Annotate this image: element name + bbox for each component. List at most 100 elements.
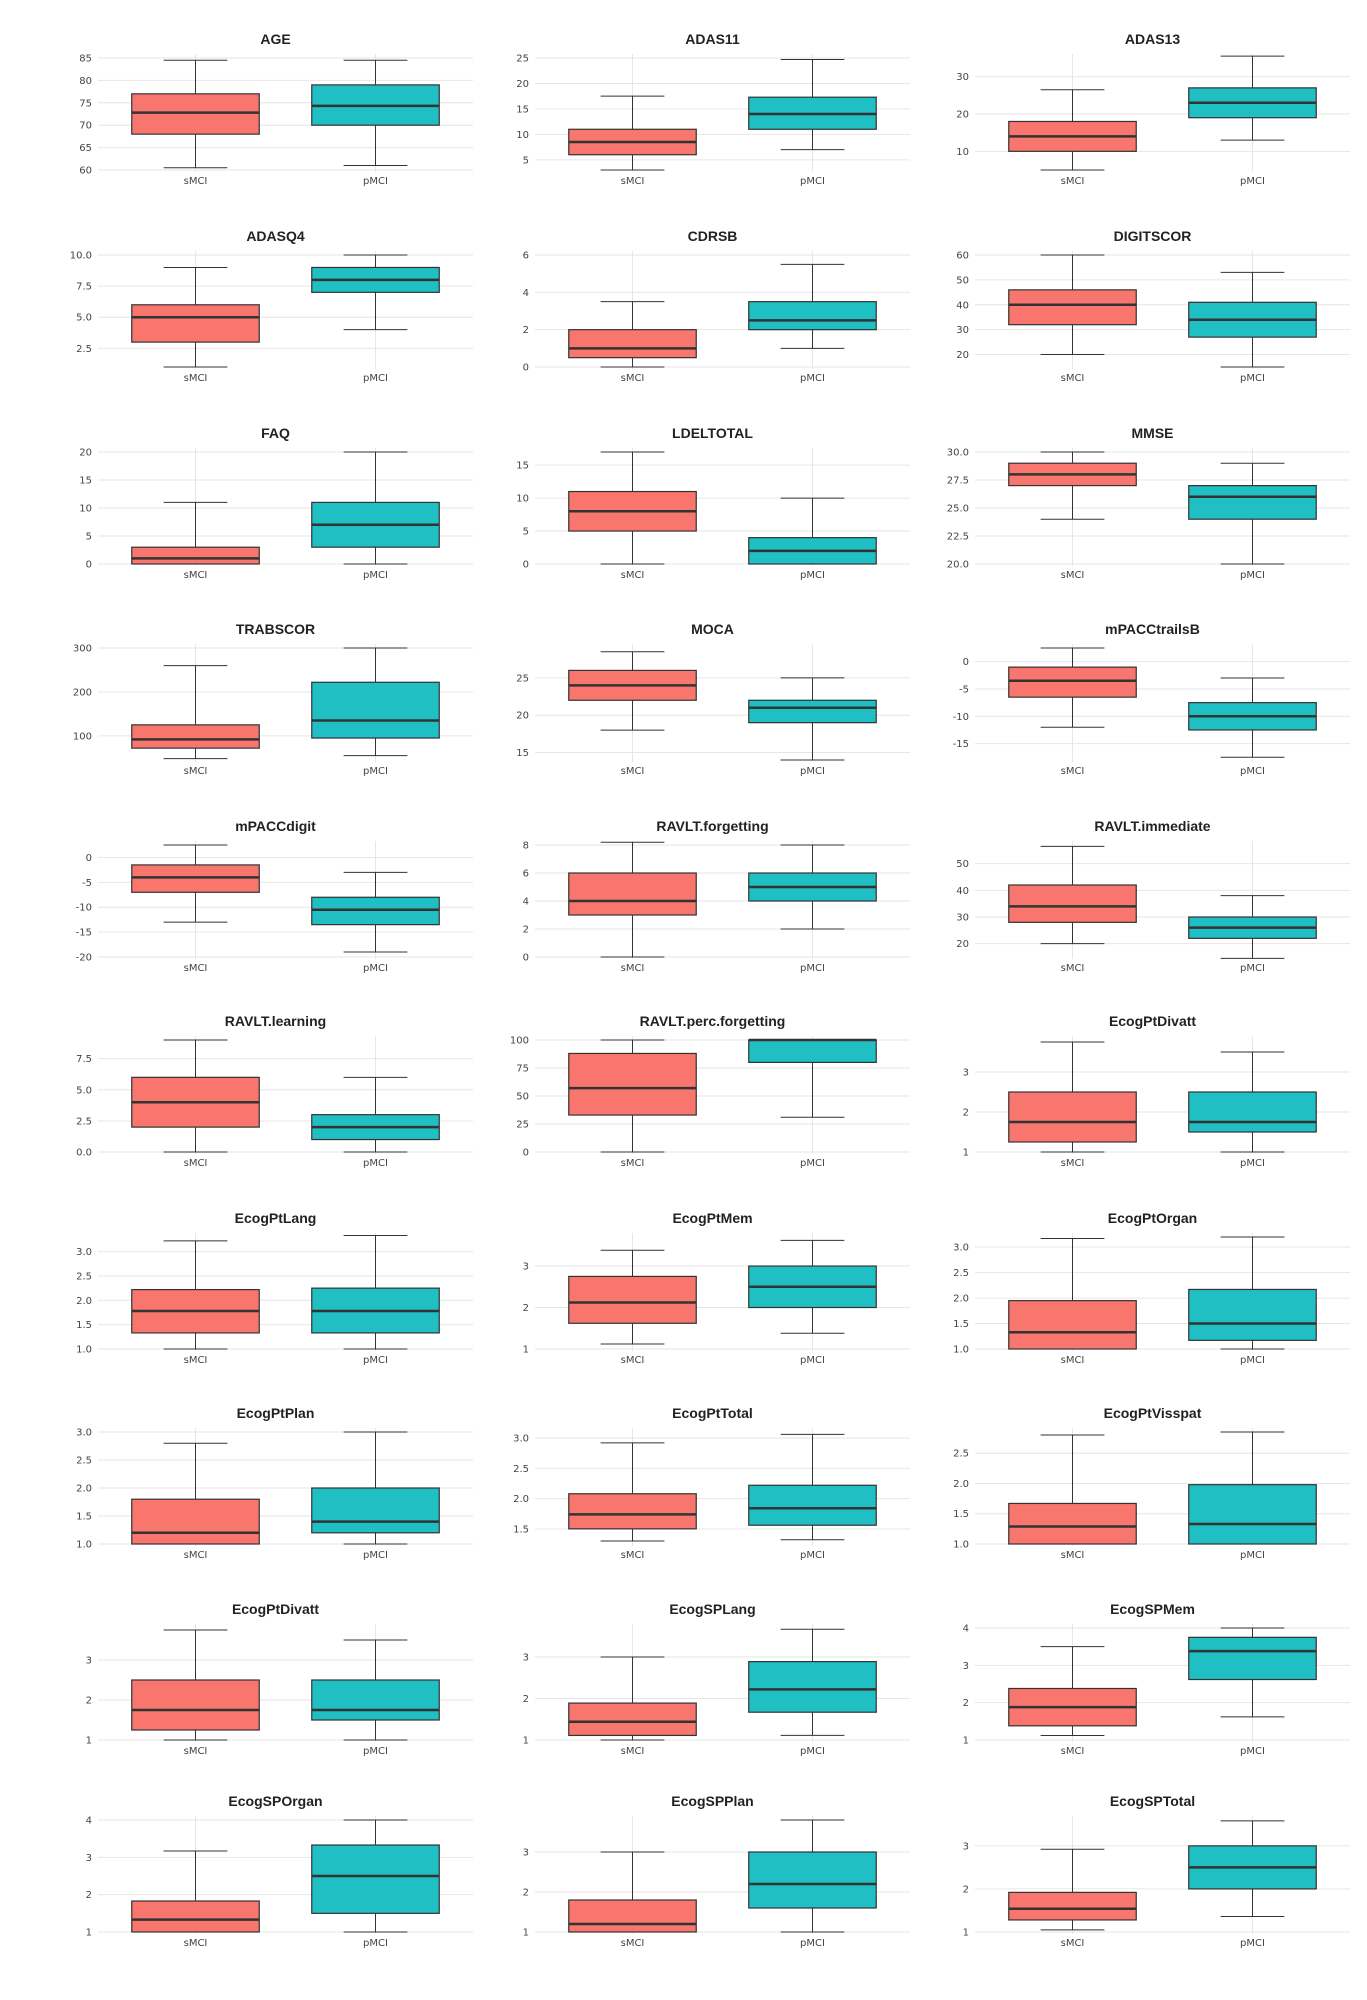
- panel-title: EcogPtOrgan: [1107, 1210, 1198, 1226]
- y-tick-label: 4: [963, 1624, 969, 1635]
- boxplot-panel: FAQ 0 5 10 15 20 sMCI pMCI: [68, 422, 483, 597]
- panel-title: EcogPtLang: [234, 1210, 317, 1226]
- y-tick-label: 2.0: [76, 1296, 92, 1307]
- x-category-label: pMCI: [1240, 1355, 1265, 1366]
- y-tick-label: 2: [963, 1884, 969, 1895]
- y-tick-label: -10: [953, 712, 969, 723]
- x-category-label: sMCI: [184, 1355, 208, 1366]
- box-iqr: [1188, 484, 1317, 520]
- y-tick-label: 4: [523, 288, 529, 299]
- plot-area: 10 20 30 sMCI pMCI: [956, 54, 1350, 187]
- x-category-label: sMCI: [184, 176, 208, 187]
- y-tick-label: 20: [956, 350, 969, 361]
- boxplot-panel: EcogPtDivatt 1 2 3 sMCI pMCI: [945, 1010, 1360, 1185]
- y-tick-label: 2.0: [953, 1479, 969, 1490]
- plot-area: 1 2 3 sMCI pMCI: [963, 1036, 1350, 1169]
- y-tick-label: 0: [86, 560, 92, 571]
- y-tick-label: 60: [79, 166, 92, 177]
- boxplot-panel: CDRSB 0 2 4 6 sMCI pMCI: [505, 225, 920, 400]
- x-category-label: pMCI: [1240, 766, 1265, 777]
- plot-area: 1.0 1.5 2.0 2.5 3.0 sMCI pMCI: [76, 1428, 473, 1561]
- box-iqr: [748, 1660, 877, 1713]
- y-tick-label: 70: [79, 121, 92, 132]
- y-tick-label: 1.5: [513, 1524, 529, 1535]
- x-category-label: pMCI: [1240, 1938, 1265, 1949]
- box-pMCI: [1188, 1051, 1317, 1153]
- box-sMCI: [568, 451, 697, 565]
- y-tick-label: 4: [523, 897, 529, 908]
- box-pMCI: [311, 1639, 440, 1741]
- x-category-label: sMCI: [621, 1746, 645, 1757]
- boxplot-panel: ADASQ4 2.5 5.0 7.5 10.0 sMCI pMCI: [68, 225, 483, 400]
- plot-area: 5 10 15 20 25 sMCI pMCI: [516, 54, 910, 187]
- boxplot-panel: EcogSPLang 1 2 3 sMCI pMCI: [505, 1598, 920, 1773]
- boxplot-panel: MOCA 15 20 25 sMCI pMCI: [505, 618, 920, 793]
- box-sMCI: [1008, 1041, 1137, 1153]
- y-tick-label: 2: [86, 1890, 92, 1901]
- boxplot-panel: EcogSPOrgan 1 2 3 4 sMCI pMCI: [68, 1790, 483, 1965]
- box-iqr: [748, 301, 877, 331]
- y-tick-label: 85: [79, 54, 92, 65]
- box-iqr: [1008, 884, 1137, 923]
- y-tick-label: 5: [523, 527, 529, 538]
- plot-area: 1 2 3 sMCI pMCI: [86, 1624, 473, 1757]
- y-tick-label: 1.5: [953, 1509, 969, 1520]
- y-tick-label: 2: [523, 1303, 529, 1314]
- y-tick-label: 20: [79, 448, 92, 459]
- x-category-label: pMCI: [800, 176, 825, 187]
- x-category-label: sMCI: [184, 963, 208, 974]
- x-category-label: sMCI: [184, 373, 208, 384]
- y-tick-label: 3.0: [953, 1243, 969, 1254]
- y-tick-label: 3: [86, 1656, 92, 1667]
- boxplot-panel: RAVLT.perc.forgetting 0 25 50 75 100 sMCI pMCI: [505, 1010, 920, 1185]
- box-pMCI: [311, 871, 440, 953]
- box-sMCI: [131, 1240, 260, 1350]
- plot-area: 60 65 70 75 80 85 sMCI pMCI: [79, 54, 473, 187]
- y-tick-label: 3: [963, 1841, 969, 1852]
- y-tick-label: 2: [963, 1698, 969, 1709]
- y-tick-label: 1.5: [76, 1320, 92, 1331]
- plot-area: 1.5 2.0 2.5 3.0 sMCI pMCI: [513, 1428, 910, 1561]
- box-sMCI: [1008, 1434, 1137, 1545]
- plot-area: 0 5 10 15 20 sMCI pMCI: [79, 448, 473, 581]
- plot-area: 1 2 3 sMCI pMCI: [523, 1816, 910, 1949]
- y-tick-label: 5: [523, 155, 529, 166]
- x-category-label: sMCI: [1061, 1550, 1085, 1561]
- y-tick-label: 5.0: [76, 313, 92, 324]
- box-sMCI: [568, 1442, 697, 1542]
- y-tick-label: 30: [956, 325, 969, 336]
- box-pMCI: [748, 263, 877, 349]
- box-iqr: [568, 1275, 697, 1324]
- x-category-label: sMCI: [184, 1550, 208, 1561]
- y-tick-label: 10: [516, 130, 529, 141]
- panel-title: FAQ: [261, 425, 290, 441]
- plot-area: -20 -15 -10 -5 0 sMCI pMCI: [76, 841, 473, 974]
- panel-title: EcogPtTotal: [672, 1405, 753, 1421]
- plot-area: 20 30 40 50 60 sMCI pMCI: [956, 251, 1350, 384]
- plot-area: 20.0 22.5 25.0 27.5 30.0 sMCI pMCI: [947, 448, 1350, 581]
- box-pMCI: [1188, 1627, 1317, 1718]
- plot-area: 2.5 5.0 7.5 10.0 sMCI pMCI: [70, 251, 473, 384]
- boxplot-panel: mPACCtrailsB -15 -10 -5 0 sMCI pMCI: [945, 618, 1360, 793]
- plot-area: 1.0 1.5 2.0 2.5 3.0 sMCI pMCI: [953, 1233, 1350, 1366]
- plot-area: 1 2 3 4 sMCI pMCI: [963, 1624, 1350, 1757]
- box-iqr: [568, 1493, 697, 1530]
- plot-area: 1.0 1.5 2.0 2.5 sMCI pMCI: [953, 1428, 1350, 1561]
- box-sMCI: [1008, 647, 1137, 728]
- box-pMCI: [748, 497, 877, 565]
- y-tick-label: 300: [73, 644, 92, 655]
- boxplot-panel: EcogSPMem 1 2 3 4 sMCI pMCI: [945, 1598, 1360, 1773]
- panel-title: RAVLT.learning: [224, 1013, 327, 1029]
- box-pMCI: [311, 1431, 440, 1545]
- box-sMCI: [1008, 1646, 1137, 1737]
- y-tick-label: -5: [959, 684, 969, 695]
- y-tick-label: 30: [956, 72, 969, 83]
- y-tick-label: 3: [523, 1653, 529, 1664]
- boxplot-panel: LDELTOTAL 0 5 10 15 sMCI pMCI: [505, 422, 920, 597]
- y-tick-label: 60: [956, 251, 969, 262]
- panel-title: EcogPtDivatt: [231, 1601, 320, 1617]
- box-sMCI: [131, 1850, 260, 1933]
- box-sMCI: [1008, 1848, 1137, 1931]
- box-iqr: [1188, 1091, 1317, 1133]
